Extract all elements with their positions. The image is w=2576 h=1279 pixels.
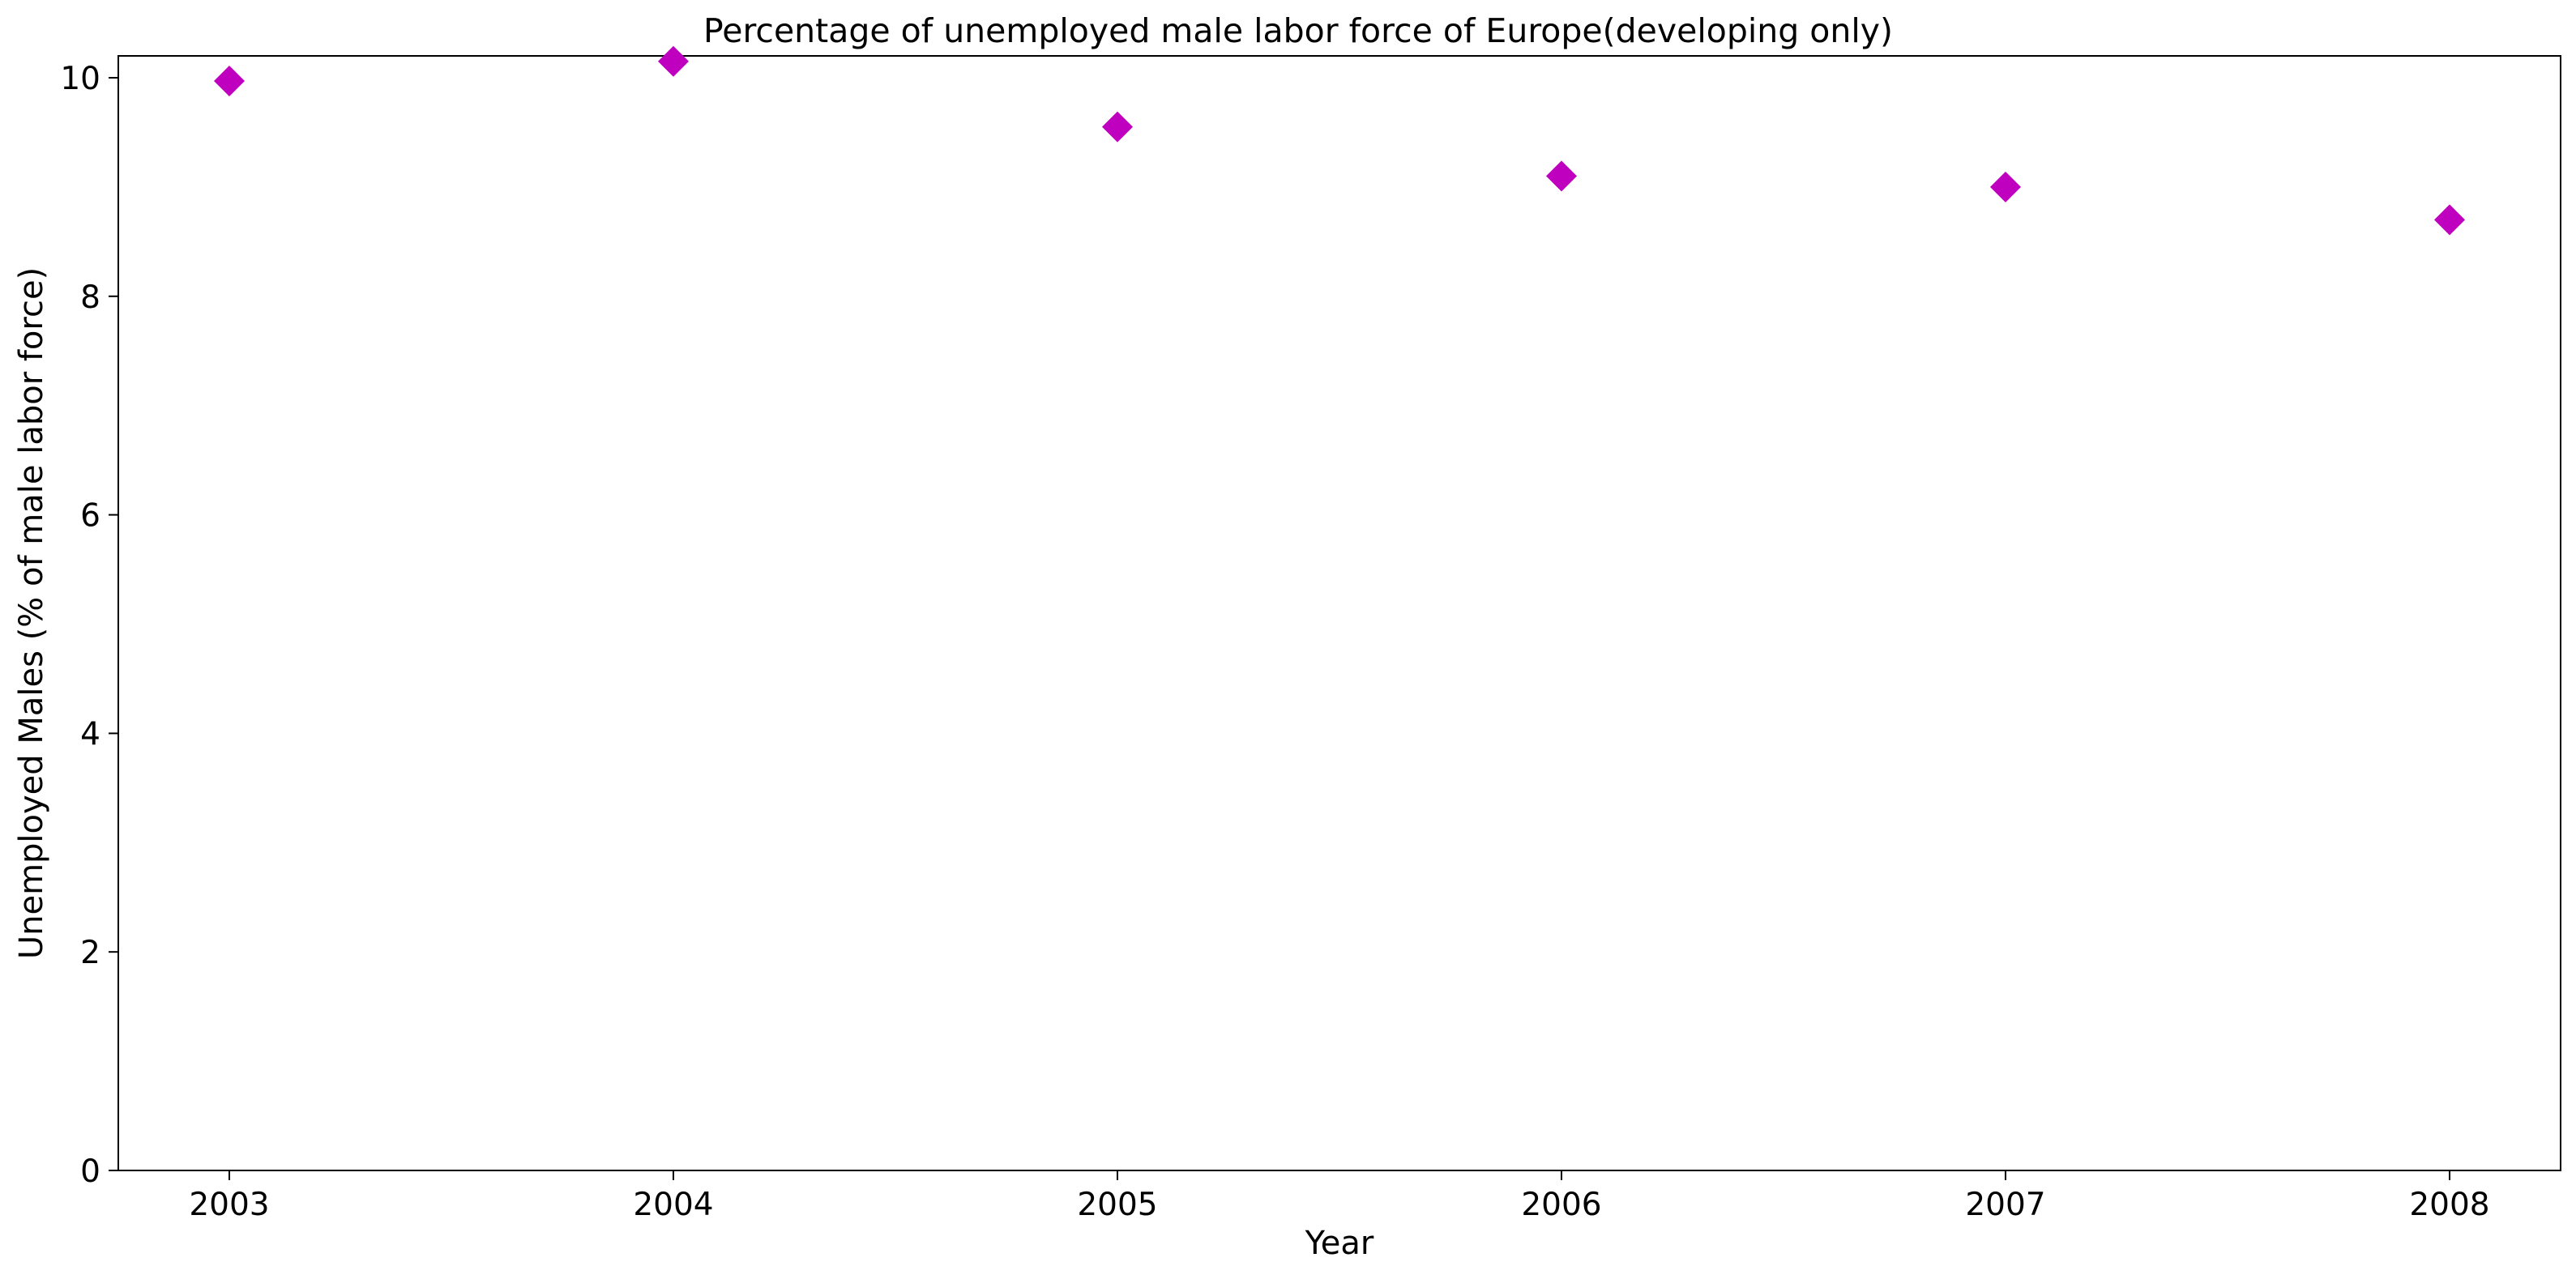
data-points [214, 45, 2465, 236]
x-tick-label: 2007 [1965, 1187, 2045, 1223]
chart-title: Percentage of unemployed male labor forc… [703, 11, 1893, 50]
x-tick-label: 2004 [633, 1187, 713, 1223]
x-axis: 2003 2004 2005 2006 2007 2008 [189, 1170, 2490, 1223]
data-point-2005 [1102, 111, 1133, 143]
y-tick-label: 4 [80, 716, 100, 752]
x-tick-label: 2008 [2409, 1187, 2489, 1223]
y-tick-label: 10 [60, 61, 100, 97]
data-point-2004 [658, 45, 689, 77]
y-tick-label: 8 [80, 279, 100, 316]
data-point-2008 [2434, 204, 2465, 236]
y-tick-label: 6 [80, 498, 100, 535]
x-tick-label: 2003 [189, 1187, 269, 1223]
data-point-2003 [214, 66, 245, 97]
y-tick-label: 0 [80, 1153, 100, 1190]
y-axis-label: Unemployed Males (% of male labor force) [13, 267, 50, 959]
y-tick-label: 2 [80, 935, 100, 971]
x-axis-label: Year [1305, 1225, 1374, 1262]
x-tick-label: 2005 [1077, 1187, 1157, 1223]
data-point-2007 [1990, 171, 2021, 203]
x-tick-label: 2006 [1521, 1187, 1601, 1223]
y-axis: 0 2 4 6 8 10 [60, 61, 118, 1190]
data-point-2006 [1546, 160, 1577, 192]
plot-area [117, 55, 2561, 1171]
